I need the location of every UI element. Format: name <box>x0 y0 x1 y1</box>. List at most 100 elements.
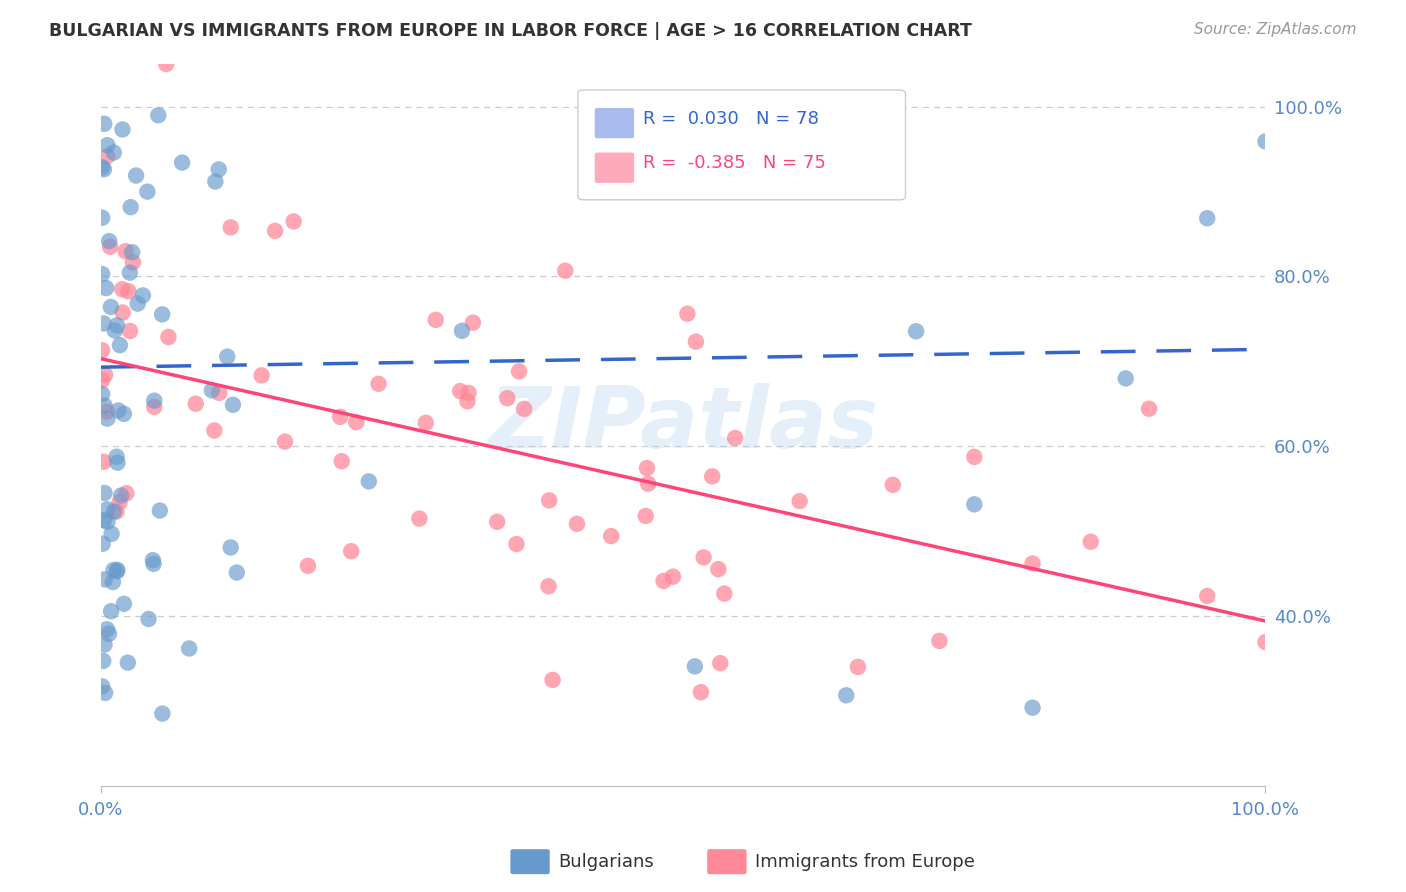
Point <box>219 220 242 235</box>
Y-axis label: In Labor Force | Age > 16: In Labor Force | Age > 16 <box>53 310 72 540</box>
Point <box>94 686 117 700</box>
Point <box>636 461 658 475</box>
Point <box>425 313 447 327</box>
Point <box>115 486 138 500</box>
Point <box>219 541 242 555</box>
Point <box>111 122 134 136</box>
Point <box>707 562 730 576</box>
Point <box>107 456 129 470</box>
Point <box>202 424 225 438</box>
Point <box>107 403 129 417</box>
Point <box>344 415 367 429</box>
Point <box>118 266 141 280</box>
Point <box>142 553 165 567</box>
Point <box>94 573 117 587</box>
Point <box>250 368 273 383</box>
Point <box>103 145 125 160</box>
Point <box>201 384 224 398</box>
Point <box>676 307 699 321</box>
Point <box>1115 371 1137 385</box>
Point <box>150 706 173 721</box>
Point <box>148 108 170 122</box>
Point <box>709 656 731 670</box>
Point <box>330 454 353 468</box>
Point <box>121 245 143 260</box>
Point <box>702 469 724 483</box>
Point <box>96 515 118 529</box>
Point <box>1254 635 1277 649</box>
Point <box>508 364 530 378</box>
Point <box>96 411 118 425</box>
Point <box>127 296 149 310</box>
Point <box>98 234 121 248</box>
Point <box>93 399 115 413</box>
Point <box>449 384 471 398</box>
Point <box>132 288 155 302</box>
Point <box>1137 401 1160 416</box>
Point <box>225 566 247 580</box>
Point <box>93 638 115 652</box>
Point <box>138 612 160 626</box>
Point <box>789 494 811 508</box>
Point <box>541 673 564 687</box>
Point <box>120 200 142 214</box>
Point <box>112 597 135 611</box>
Point <box>91 161 114 175</box>
Point <box>111 282 134 296</box>
Point <box>111 305 134 319</box>
Point <box>110 489 132 503</box>
Point <box>415 416 437 430</box>
Point <box>222 398 245 412</box>
Point <box>204 174 226 188</box>
Point <box>105 450 128 464</box>
Point <box>367 376 389 391</box>
Point <box>91 343 114 358</box>
Point <box>93 486 115 500</box>
Point <box>93 455 115 469</box>
Point <box>208 385 231 400</box>
Point <box>637 476 659 491</box>
Point <box>149 503 172 517</box>
Point <box>513 401 536 416</box>
Point <box>91 267 114 281</box>
Point <box>554 264 576 278</box>
Point <box>505 537 527 551</box>
Point <box>108 495 131 509</box>
Point <box>662 569 685 583</box>
Point <box>91 211 114 225</box>
Point <box>112 407 135 421</box>
Point <box>96 149 118 163</box>
Point <box>461 316 484 330</box>
Text: Immigrants from Europe: Immigrants from Europe <box>755 853 974 871</box>
Point <box>103 563 125 577</box>
Point <box>408 511 430 525</box>
Point <box>297 558 319 573</box>
Point <box>101 575 124 590</box>
Point <box>136 185 159 199</box>
Point <box>100 527 122 541</box>
Point <box>100 604 122 618</box>
Point <box>105 318 128 333</box>
Point <box>208 162 231 177</box>
Point <box>117 656 139 670</box>
Point <box>846 660 869 674</box>
Point <box>1197 589 1219 603</box>
Point <box>103 504 125 518</box>
Point <box>724 431 747 445</box>
Point <box>118 324 141 338</box>
Point <box>157 330 180 344</box>
Point <box>456 394 478 409</box>
Point <box>105 565 128 579</box>
Text: BULGARIAN VS IMMIGRANTS FROM EUROPE IN LABOR FORCE | AGE > 16 CORRELATION CHART: BULGARIAN VS IMMIGRANTS FROM EUROPE IN L… <box>49 22 972 40</box>
Point <box>96 404 118 418</box>
Point <box>91 679 114 693</box>
Point <box>155 57 177 71</box>
Point <box>1197 211 1219 226</box>
Point <box>600 529 623 543</box>
Point <box>835 688 858 702</box>
Point <box>93 162 115 177</box>
Point <box>122 255 145 269</box>
Point <box>565 516 588 531</box>
Point <box>93 317 115 331</box>
Point <box>457 385 479 400</box>
